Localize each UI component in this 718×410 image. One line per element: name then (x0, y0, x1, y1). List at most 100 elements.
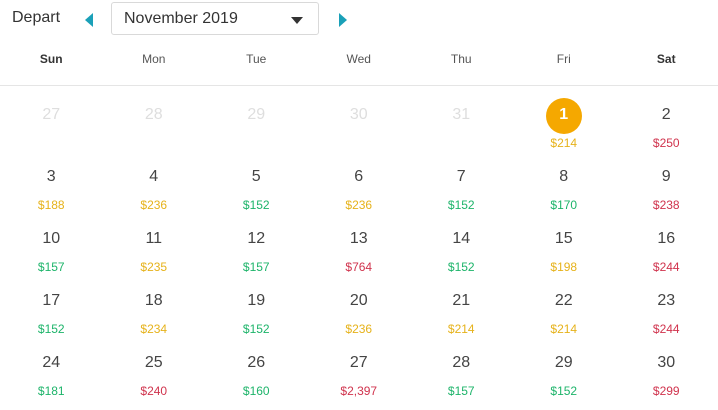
calendar-day[interactable]: 28 $157 (410, 334, 513, 398)
calendar-day[interactable]: 8 $170 (513, 148, 616, 212)
calendar-day[interactable]: 16 $244 (615, 210, 718, 274)
day-number: 30 (349, 106, 368, 123)
calendar-day[interactable]: 12 $157 (205, 210, 308, 274)
weekday-tue: Tue (246, 52, 267, 66)
day-price: $152 (242, 322, 270, 336)
day-price: $236 (345, 198, 373, 212)
day-number: 18 (144, 292, 163, 309)
day-price: $214 (550, 136, 578, 150)
weekday-fri: Fri (556, 52, 571, 66)
calendar-day[interactable]: 13 $764 (308, 210, 411, 274)
calendar-day-outside-month: 28 (103, 86, 206, 148)
calendar-day[interactable]: 30 $299 (615, 334, 718, 398)
day-price: $157 (447, 384, 475, 398)
day-number: 28 (144, 106, 163, 123)
calendar-day[interactable]: 7 $152 (410, 148, 513, 212)
day-price: $238 (652, 198, 680, 212)
chevron-down-icon (291, 17, 303, 24)
calendar-day[interactable]: 29 $152 (513, 334, 616, 398)
calendar-day[interactable]: 21 $214 (410, 272, 513, 336)
day-number: 31 (452, 106, 471, 123)
day-price: $214 (550, 322, 578, 336)
calendar-day[interactable]: 15 $198 (513, 210, 616, 274)
calendar-day[interactable]: 25 $240 (103, 334, 206, 398)
day-number: 10 (42, 230, 61, 247)
day-number: 23 (657, 292, 676, 309)
weekday-sun: Sun (39, 52, 63, 66)
calendar-day[interactable]: 17 $152 (0, 272, 103, 336)
day-price: $299 (652, 384, 680, 398)
calendar-day[interactable]: 24 $181 (0, 334, 103, 398)
day-price: $170 (550, 198, 578, 212)
month-select[interactable]: November 2019 (111, 2, 319, 35)
month-select-value: November 2019 (124, 10, 238, 27)
day-price: $240 (140, 384, 168, 398)
calendar-day[interactable]: 2 $250 (615, 86, 718, 150)
calendar-day[interactable]: 6 $236 (308, 148, 411, 212)
day-number: 29 (247, 106, 266, 123)
day-price: $152 (37, 322, 65, 336)
day-number: 29 (554, 354, 573, 371)
calendar-day[interactable]: 22 $214 (513, 272, 616, 336)
weekday-thu: Thu (450, 52, 472, 66)
day-number: 3 (46, 168, 56, 185)
day-price: $236 (140, 198, 168, 212)
day-price: $188 (37, 198, 65, 212)
calendar-day-outside-month: 29 (205, 86, 308, 148)
calendar-day-selected[interactable]: 1 $214 (513, 86, 616, 150)
weekday-sat: Sat (656, 52, 676, 66)
calendar-day[interactable]: 20 $236 (308, 272, 411, 336)
calendar-day[interactable]: 4 $236 (103, 148, 206, 212)
date-picker-header: Depart November 2019 (0, 0, 718, 40)
day-price: $198 (550, 260, 578, 274)
day-price: $236 (345, 322, 373, 336)
day-price: $244 (652, 260, 680, 274)
calendar-day[interactable]: 26 $160 (205, 334, 308, 398)
calendar-day[interactable]: 19 $152 (205, 272, 308, 336)
calendar-day[interactable]: 10 $157 (0, 210, 103, 274)
day-price: $235 (140, 260, 168, 274)
day-price: $214 (447, 322, 475, 336)
day-number: 13 (349, 230, 368, 247)
calendar-day[interactable]: 11 $235 (103, 210, 206, 274)
weekday-mon: Mon (142, 52, 166, 66)
calendar-day[interactable]: 27 $2,397 (308, 334, 411, 398)
calendar-day-outside-month: 31 (410, 86, 513, 148)
day-number: 8 (559, 168, 569, 185)
calendar-day[interactable]: 5 $152 (205, 148, 308, 212)
day-number: 7 (456, 168, 466, 185)
day-number: 16 (657, 230, 676, 247)
header-divider (0, 85, 718, 86)
day-number: 14 (452, 230, 471, 247)
day-number: 2 (661, 106, 671, 123)
day-number: 22 (554, 292, 573, 309)
day-price: $152 (447, 198, 475, 212)
calendar-day[interactable]: 3 $188 (0, 148, 103, 212)
calendar-day-outside-month: 27 (0, 86, 103, 148)
calendar-day-outside-month: 30 (308, 86, 411, 148)
day-number: 11 (145, 230, 163, 247)
selected-day-highlight (545, 98, 582, 134)
right-triangle-icon[interactable] (336, 12, 350, 28)
day-number: 20 (349, 292, 368, 309)
calendar-day[interactable]: 9 $238 (615, 148, 718, 212)
calendar-day[interactable]: 18 $234 (103, 272, 206, 336)
day-price: $152 (242, 198, 270, 212)
day-number: 27 (349, 354, 368, 371)
day-number: 30 (657, 354, 676, 371)
day-price: $250 (652, 136, 680, 150)
left-triangle-icon[interactable] (82, 12, 96, 28)
day-number: 5 (251, 168, 261, 185)
day-number: 21 (452, 292, 471, 309)
day-number: 15 (554, 230, 573, 247)
weekday-wed: Wed (346, 52, 371, 66)
calendar-day[interactable]: 14 $152 (410, 210, 513, 274)
calendar-day[interactable]: 23 $244 (615, 272, 718, 336)
weekday-header-row: Sun Mon Tue Wed Thu Fri Sat (0, 52, 718, 82)
day-price: $2,397 (340, 384, 378, 398)
day-price: $152 (447, 260, 475, 274)
day-price: $764 (345, 260, 373, 274)
day-number: 1 (559, 106, 569, 123)
day-price: $157 (242, 260, 270, 274)
day-number: 17 (42, 292, 61, 309)
